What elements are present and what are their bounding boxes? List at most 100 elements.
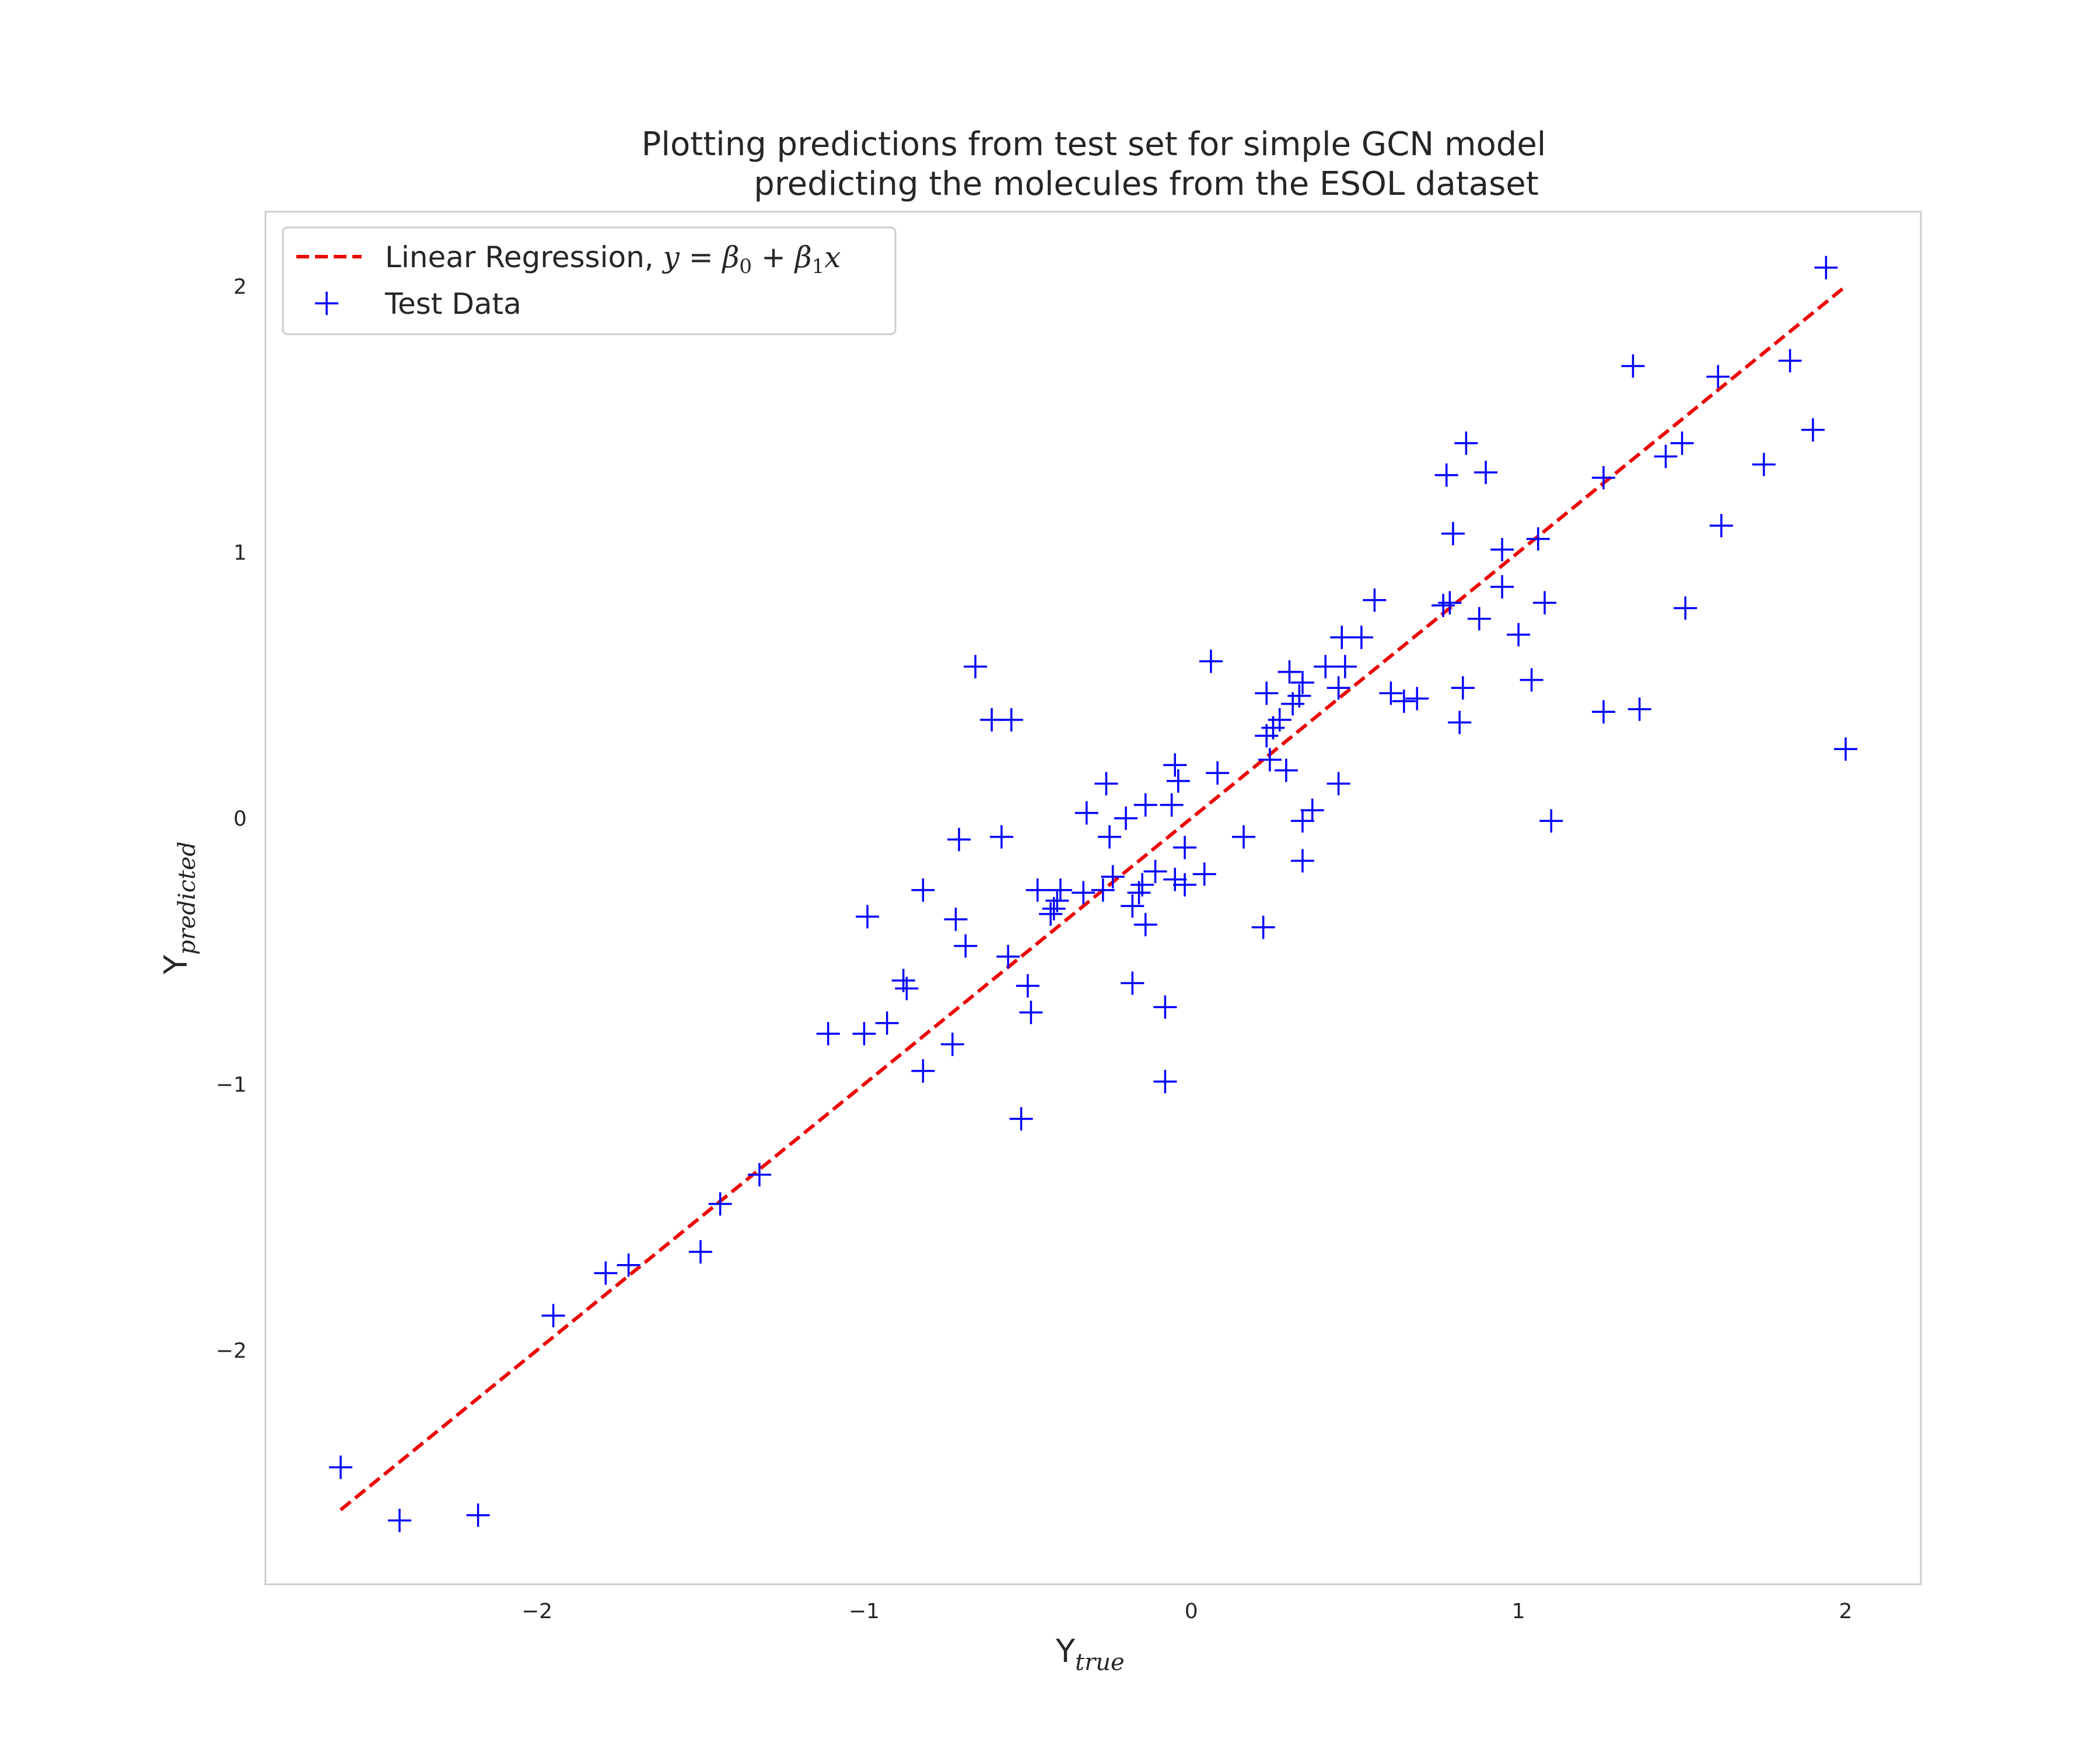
- data-point: [1834, 737, 1857, 761]
- x-tick-label: −2: [522, 1600, 552, 1623]
- data-point: [1026, 878, 1049, 902]
- test-data-points: [329, 256, 1857, 1532]
- y-axis-label-sub: predicted: [174, 841, 201, 955]
- data-point: [816, 1022, 840, 1046]
- data-point: [387, 1508, 411, 1532]
- data-point: [1143, 859, 1167, 883]
- x-tick-label: 1: [1512, 1600, 1525, 1623]
- data-point: [1199, 649, 1223, 673]
- data-point: [1114, 806, 1138, 830]
- data-point: [1091, 878, 1115, 902]
- data-point: [1206, 761, 1230, 785]
- x-axis-ticks: −2 −1 0 1 2: [522, 1600, 1852, 1623]
- data-point: [1153, 1070, 1177, 1094]
- data-point: [1163, 753, 1187, 777]
- data-point: [1454, 431, 1478, 455]
- svg-text:Ytrue: Ytrue: [1055, 1633, 1125, 1676]
- data-point: [1278, 660, 1301, 684]
- data-point: [944, 907, 968, 931]
- data-point: [1467, 607, 1491, 631]
- data-point: [911, 878, 935, 902]
- data-point: [1539, 809, 1563, 833]
- x-axis-label-sub: true: [1075, 1649, 1125, 1676]
- data-point: [1432, 593, 1455, 617]
- y-axis-label: Ypredicted: [158, 841, 201, 975]
- legend-regression-label: Linear Regression, y = β0 + β1x: [385, 240, 841, 278]
- y-tick-label: 0: [233, 807, 247, 831]
- data-point: [1392, 690, 1416, 713]
- data-point: [856, 905, 879, 929]
- data-point: [1251, 915, 1275, 939]
- data-point: [1441, 522, 1465, 545]
- data-point: [1706, 365, 1730, 388]
- data-point: [1490, 538, 1514, 562]
- data-point: [1166, 769, 1190, 793]
- data-point: [708, 1192, 732, 1216]
- data-point: [954, 934, 978, 958]
- data-point: [1045, 889, 1069, 913]
- data-point: [1448, 710, 1472, 734]
- data-point: [1349, 625, 1373, 649]
- data-point: [1674, 596, 1698, 620]
- data-point: [1101, 865, 1125, 889]
- data-point: [1290, 849, 1314, 873]
- data-point: [1019, 1000, 1043, 1024]
- data-point: [1173, 873, 1197, 897]
- data-point: [1133, 913, 1157, 937]
- data-point: [1490, 575, 1514, 598]
- data-point: [1507, 623, 1531, 647]
- data-point: [964, 654, 988, 678]
- data-point: [1094, 772, 1118, 796]
- y-axis-label-main: Y: [158, 954, 194, 975]
- data-point: [1232, 825, 1255, 849]
- data-point: [1363, 588, 1387, 612]
- data-point: [1801, 418, 1825, 442]
- x-tick-label: −1: [849, 1600, 880, 1623]
- data-point: [875, 1011, 899, 1035]
- data-point: [1192, 862, 1216, 886]
- data-point: [617, 1253, 640, 1277]
- data-point: [329, 1455, 352, 1479]
- data-point: [1300, 799, 1324, 822]
- regression-layer: [340, 285, 1847, 1511]
- data-point: [1258, 748, 1282, 772]
- data-point: [1526, 527, 1550, 551]
- data-point: [999, 708, 1023, 732]
- regression-line: [340, 285, 1847, 1511]
- data-point: [1039, 902, 1063, 926]
- x-axis-label-main: Y: [1055, 1633, 1076, 1670]
- data-point: [1072, 881, 1096, 905]
- data-point: [1326, 772, 1350, 796]
- data-point: [1330, 625, 1354, 649]
- chart-title: Plotting predictions from test set for s…: [642, 125, 1546, 163]
- data-point: [1621, 354, 1645, 378]
- data-point: [1255, 681, 1279, 705]
- data-point: [1405, 687, 1429, 710]
- data-point: [1438, 591, 1462, 615]
- data-point: [747, 1163, 771, 1186]
- chart-title-line2: predicting the molecules from the ESOL d…: [754, 165, 1538, 203]
- x-tick-label: 0: [1185, 1600, 1198, 1623]
- data-point: [1173, 835, 1197, 859]
- data-point: [947, 828, 971, 852]
- data-point: [594, 1261, 618, 1285]
- data-point: [1591, 700, 1615, 724]
- legend-box: [282, 226, 897, 335]
- data-point: [1379, 681, 1403, 705]
- data-point: [1016, 974, 1040, 998]
- data-point: [1752, 453, 1776, 477]
- x-tick-label: 2: [1839, 1600, 1853, 1623]
- data-point: [1268, 708, 1292, 732]
- data-point: [1153, 995, 1177, 1019]
- data-point: [1290, 671, 1314, 695]
- legend-plus-marker: [315, 292, 338, 315]
- data-point: [688, 1240, 712, 1264]
- x-axis-label: Ytrue: [1055, 1633, 1125, 1676]
- data-point: [1274, 758, 1298, 782]
- legend-test-data-label: Test Data: [384, 287, 522, 321]
- data-point: [852, 1022, 876, 1046]
- data-point: [895, 977, 919, 1000]
- data-point: [989, 825, 1013, 849]
- data-point: [1709, 514, 1733, 538]
- data-point: [1314, 654, 1338, 678]
